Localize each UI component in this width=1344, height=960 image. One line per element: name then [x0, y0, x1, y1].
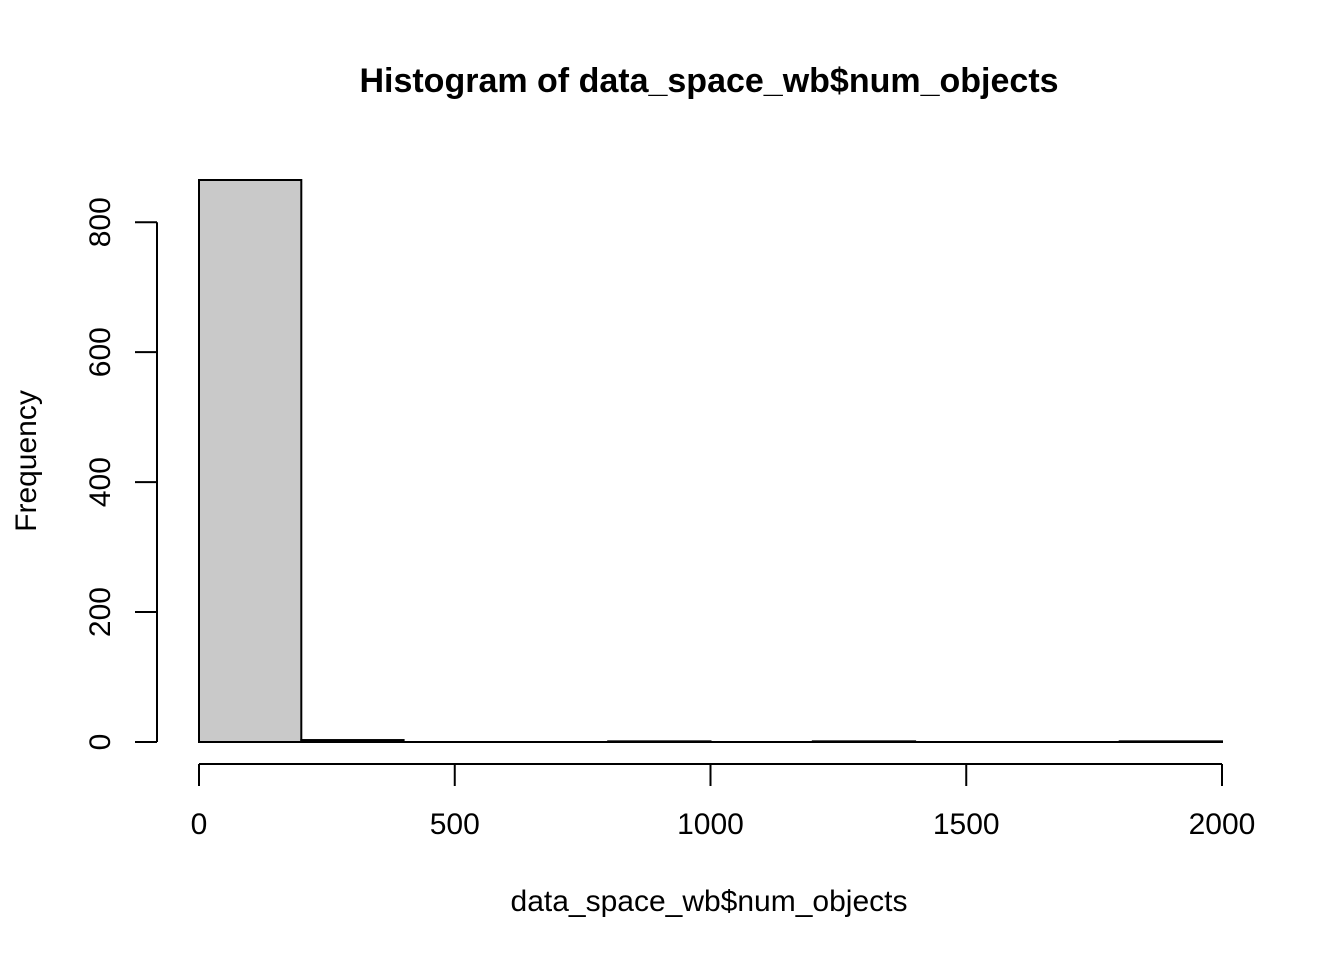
x-tick-label: 500 [430, 808, 480, 841]
y-axis-label: Frequency [10, 390, 43, 532]
y-tick-label: 200 [84, 587, 117, 637]
histogram-bar [1118, 740, 1223, 743]
x-tick-label: 1500 [933, 808, 1000, 841]
y-tick-label: 0 [84, 734, 117, 751]
y-tick-label: 400 [84, 457, 117, 507]
x-tick-label: 0 [191, 808, 208, 841]
chart-title: Histogram of data_space_wb$num_objects [359, 62, 1058, 100]
x-axis: 0 500 1000 1500 2000 [191, 763, 1256, 841]
x-axis-label: data_space_wb$num_objects [511, 885, 908, 918]
histogram-bar [198, 179, 303, 743]
x-tick-label: 1000 [677, 808, 744, 841]
y-tick-label: 800 [84, 197, 117, 247]
bars-group [198, 179, 1223, 744]
histogram-bar [811, 740, 917, 743]
y-axis: 0 200 400 600 800 [84, 197, 158, 751]
x-tick-label: 2000 [1189, 808, 1256, 841]
y-tick-label: 600 [84, 327, 117, 377]
histogram-bar [607, 740, 712, 743]
histogram-bar [300, 739, 405, 743]
